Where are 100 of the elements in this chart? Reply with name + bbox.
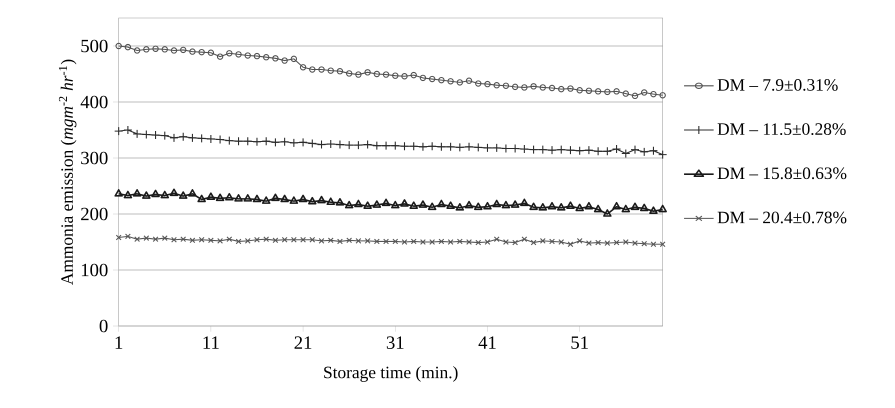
point xyxy=(650,90,657,98)
point xyxy=(604,240,610,246)
point xyxy=(392,238,398,244)
point xyxy=(512,240,518,246)
point xyxy=(595,240,602,246)
point xyxy=(622,239,629,245)
point xyxy=(556,145,566,154)
point xyxy=(466,239,472,245)
point xyxy=(575,204,584,212)
x-tick-label: 31 xyxy=(386,336,404,349)
point xyxy=(217,238,223,244)
point xyxy=(612,144,622,154)
point xyxy=(604,88,611,96)
point xyxy=(152,46,159,52)
point xyxy=(236,238,242,244)
point xyxy=(206,192,216,200)
point xyxy=(197,134,206,143)
x-tick-label: 1 xyxy=(116,336,122,349)
point xyxy=(188,133,197,142)
point xyxy=(402,239,408,245)
point xyxy=(354,200,363,208)
point xyxy=(456,238,463,244)
legend-label: DM – 7.9±0.31% xyxy=(718,79,838,91)
point xyxy=(602,146,612,156)
point xyxy=(372,141,382,150)
point xyxy=(466,78,472,84)
point xyxy=(391,200,400,208)
y-tick-label: 100 xyxy=(82,264,108,276)
x-tick-label: 11 xyxy=(204,336,219,349)
point xyxy=(566,146,575,155)
point xyxy=(418,142,428,152)
point xyxy=(272,55,279,62)
point xyxy=(355,71,362,78)
point xyxy=(224,136,234,146)
point xyxy=(244,238,251,244)
point xyxy=(254,236,260,243)
point xyxy=(216,134,225,144)
y-tick-label: 0 xyxy=(100,320,108,332)
point xyxy=(316,140,326,150)
point xyxy=(262,196,270,204)
point xyxy=(428,142,437,151)
point xyxy=(640,204,648,212)
point xyxy=(216,53,224,60)
point xyxy=(428,76,436,82)
point xyxy=(344,200,354,208)
point xyxy=(540,238,546,244)
point xyxy=(438,238,444,244)
point xyxy=(132,129,142,138)
point xyxy=(567,85,574,92)
point xyxy=(124,44,132,50)
point xyxy=(114,189,123,197)
point xyxy=(456,203,464,211)
point xyxy=(208,50,214,56)
point xyxy=(484,80,491,88)
point xyxy=(318,238,324,244)
point xyxy=(363,201,372,209)
point xyxy=(226,236,232,242)
point xyxy=(335,140,344,150)
point xyxy=(538,145,548,154)
point xyxy=(632,92,638,100)
point xyxy=(178,132,188,142)
point xyxy=(270,138,280,147)
point xyxy=(281,57,288,64)
point xyxy=(328,67,334,74)
point xyxy=(190,237,196,244)
x-tick-label: 41 xyxy=(478,336,496,349)
point xyxy=(483,202,492,210)
legend-label: DM – 15.8±0.63% xyxy=(718,167,846,180)
point xyxy=(410,72,417,78)
point xyxy=(252,194,262,202)
point xyxy=(383,238,389,244)
point xyxy=(594,146,603,156)
point xyxy=(482,143,492,152)
point xyxy=(308,138,317,148)
point xyxy=(382,141,391,150)
point xyxy=(337,238,343,244)
point xyxy=(409,142,418,151)
point xyxy=(170,47,178,54)
point xyxy=(298,194,308,202)
point xyxy=(455,142,464,152)
point xyxy=(374,70,380,78)
point xyxy=(328,237,334,244)
point xyxy=(180,236,186,242)
point xyxy=(630,202,640,210)
point xyxy=(658,204,667,212)
point xyxy=(586,240,592,246)
point xyxy=(437,200,446,208)
point xyxy=(198,48,205,56)
point xyxy=(548,84,556,92)
point xyxy=(503,239,509,245)
point xyxy=(558,239,564,245)
point xyxy=(364,69,371,76)
point xyxy=(530,240,536,246)
point xyxy=(418,200,428,208)
point xyxy=(142,191,151,199)
point xyxy=(594,88,602,95)
point xyxy=(640,147,649,156)
point xyxy=(382,71,390,78)
point xyxy=(447,78,454,84)
point xyxy=(235,51,242,58)
